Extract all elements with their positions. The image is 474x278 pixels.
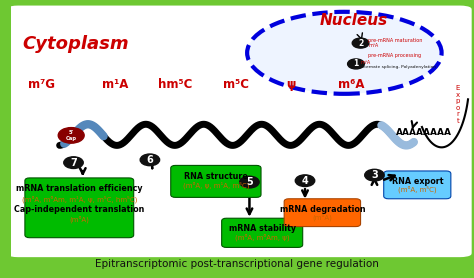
- Text: (m⁶A, m⁶Am, m¹A, ψ, m⁵C, hm⁵C): (m⁶A, m⁶Am, m¹A, ψ, m⁵C, hm⁵C): [22, 195, 137, 202]
- Text: (m⁶A, m⁶Am, ψ): (m⁶A, m⁶Am, ψ): [235, 234, 290, 241]
- Circle shape: [58, 128, 84, 143]
- Text: AAAAAAAA: AAAAAAAA: [396, 128, 452, 136]
- FancyBboxPatch shape: [25, 178, 134, 238]
- Text: Epitranscriptomic post-transcriptional gene regulation: Epitranscriptomic post-transcriptional g…: [94, 259, 378, 269]
- Text: m⁵C: m⁵C: [223, 78, 248, 91]
- Text: mRNA degradation: mRNA degradation: [280, 205, 365, 214]
- Circle shape: [64, 157, 83, 168]
- Circle shape: [295, 175, 315, 187]
- Text: (m⁶A, ψ, m¹A, m⁵C): (m⁶A, ψ, m¹A, m⁵C): [182, 182, 249, 189]
- Text: mRNA stability: mRNA stability: [228, 224, 296, 233]
- Text: (m⁶A): (m⁶A): [312, 214, 332, 221]
- Text: 5: 5: [246, 177, 253, 187]
- Circle shape: [140, 154, 160, 166]
- Text: Alternate splicing, Polyadenylation: Alternate splicing, Polyadenylation: [360, 65, 436, 69]
- Text: pre-mRNA processing: pre-mRNA processing: [368, 53, 421, 58]
- Text: m⁷G: m⁷G: [27, 78, 55, 91]
- Text: 7: 7: [70, 158, 77, 168]
- FancyBboxPatch shape: [171, 165, 261, 197]
- Text: E
x
p
o
r
t: E x p o r t: [456, 85, 460, 123]
- Text: Cap-independent translation: Cap-independent translation: [14, 205, 145, 214]
- Text: 6: 6: [146, 155, 153, 165]
- Text: pre-mRNA maturation: pre-mRNA maturation: [368, 38, 423, 43]
- Text: 2: 2: [358, 39, 363, 48]
- Text: (m⁶A): (m⁶A): [69, 216, 89, 223]
- Text: ψ: ψ: [286, 78, 296, 91]
- Text: RNA structure: RNA structure: [184, 172, 248, 181]
- Text: m⁶A: m⁶A: [338, 78, 365, 91]
- FancyBboxPatch shape: [222, 218, 303, 247]
- Circle shape: [347, 59, 365, 69]
- Text: (m⁶A, m⁵C): (m⁶A, m⁵C): [398, 186, 437, 193]
- Text: hm⁵C: hm⁵C: [158, 78, 192, 91]
- Circle shape: [365, 169, 384, 181]
- Text: m⁶A: m⁶A: [360, 60, 370, 65]
- Ellipse shape: [247, 12, 442, 94]
- Text: 4: 4: [301, 176, 309, 186]
- FancyBboxPatch shape: [284, 199, 361, 227]
- FancyBboxPatch shape: [0, 0, 474, 264]
- Text: 1: 1: [353, 59, 358, 68]
- Text: m¹A: m¹A: [102, 78, 128, 91]
- Text: 3: 3: [371, 170, 378, 180]
- Text: 5'
Cap: 5' Cap: [65, 130, 77, 141]
- Circle shape: [240, 176, 259, 188]
- Text: Cytoplasm: Cytoplasm: [22, 36, 129, 53]
- FancyBboxPatch shape: [384, 171, 451, 199]
- Text: m⁶A: m⁶A: [368, 43, 379, 48]
- Text: Nucleus: Nucleus: [319, 13, 388, 28]
- Text: mRNA translation efficiency: mRNA translation efficiency: [16, 184, 143, 193]
- Circle shape: [352, 38, 369, 48]
- Text: RNA export: RNA export: [392, 177, 443, 186]
